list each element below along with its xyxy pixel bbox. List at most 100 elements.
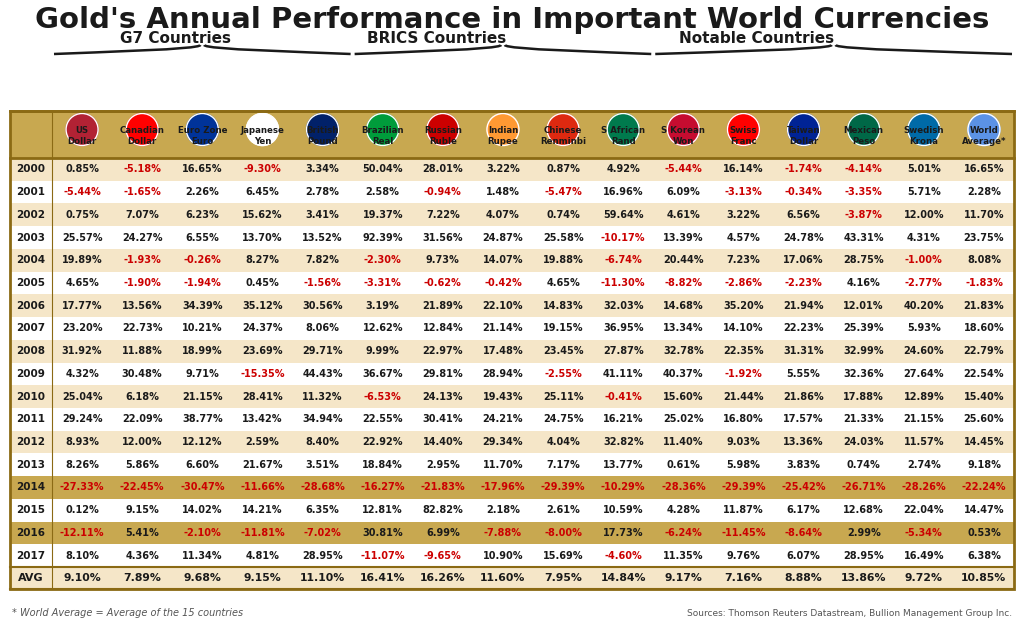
Text: 16.96%: 16.96% [603, 187, 643, 197]
Text: 14.84%: 14.84% [600, 573, 646, 583]
Text: 25.60%: 25.60% [964, 415, 1005, 424]
Text: 22.97%: 22.97% [423, 346, 463, 356]
Text: 2015: 2015 [16, 505, 45, 515]
Text: 4.65%: 4.65% [546, 278, 580, 288]
Text: 17.77%: 17.77% [61, 301, 102, 310]
Text: -28.26%: -28.26% [901, 483, 946, 492]
Text: -11.81%: -11.81% [240, 528, 285, 538]
Text: Russian
Ruble: Russian Ruble [424, 126, 462, 146]
Circle shape [787, 114, 819, 146]
Text: 14.07%: 14.07% [482, 256, 523, 265]
Text: 2010: 2010 [16, 392, 45, 401]
Text: 15.40%: 15.40% [964, 392, 1005, 401]
Text: 2.28%: 2.28% [967, 187, 1000, 197]
Text: -2.30%: -2.30% [364, 256, 401, 265]
Text: 2.99%: 2.99% [847, 528, 881, 538]
Text: 22.79%: 22.79% [964, 346, 1005, 356]
Text: 2006: 2006 [16, 301, 45, 310]
Text: 0.45%: 0.45% [246, 278, 280, 288]
Text: 13.52%: 13.52% [302, 233, 343, 242]
Bar [10, 408, 1014, 431]
Text: 22.35%: 22.35% [723, 346, 764, 356]
Text: -11.30%: -11.30% [601, 278, 645, 288]
Text: -1.92%: -1.92% [725, 369, 762, 379]
Text: -5.47%: -5.47% [544, 187, 582, 197]
Text: G7 Countries: G7 Countries [120, 31, 230, 46]
Text: BRICS Countries: BRICS Countries [368, 31, 507, 46]
Text: 0.85%: 0.85% [66, 164, 99, 174]
Text: 28.01%: 28.01% [423, 164, 463, 174]
Text: Brazilian
Real: Brazilian Real [361, 126, 403, 146]
Circle shape [968, 114, 1000, 146]
Text: 21.14%: 21.14% [482, 324, 523, 333]
Text: 7.22%: 7.22% [426, 209, 460, 220]
Text: -3.13%: -3.13% [725, 187, 762, 197]
Text: 29.24%: 29.24% [61, 415, 102, 424]
Text: 13.39%: 13.39% [664, 233, 703, 242]
Text: 2012: 2012 [16, 437, 45, 447]
Text: 8.10%: 8.10% [66, 551, 99, 560]
Text: 9.72%: 9.72% [905, 573, 943, 583]
Text: 0.75%: 0.75% [66, 209, 99, 220]
Text: 11.57%: 11.57% [903, 437, 944, 447]
Text: 6.99%: 6.99% [426, 528, 460, 538]
Bar [10, 271, 1014, 294]
Text: 24.27%: 24.27% [122, 233, 163, 242]
Text: 4.04%: 4.04% [546, 437, 580, 447]
Text: 9.71%: 9.71% [185, 369, 219, 379]
Text: -11.45%: -11.45% [721, 528, 766, 538]
Text: -11.07%: -11.07% [360, 551, 404, 560]
Text: 8.93%: 8.93% [66, 437, 99, 447]
Text: 6.18%: 6.18% [125, 392, 159, 401]
Text: 27.87%: 27.87% [603, 346, 643, 356]
Text: 2014: 2014 [16, 483, 45, 492]
Text: -22.24%: -22.24% [962, 483, 1007, 492]
Text: 28.41%: 28.41% [242, 392, 283, 401]
Text: 13.42%: 13.42% [243, 415, 283, 424]
Text: -2.77%: -2.77% [905, 278, 943, 288]
Text: 24.13%: 24.13% [423, 392, 463, 401]
Text: 10.59%: 10.59% [603, 505, 643, 515]
Text: -9.30%: -9.30% [244, 164, 282, 174]
Text: British
Pound: British Pound [306, 126, 339, 146]
Text: 2.95%: 2.95% [426, 460, 460, 469]
Text: 11.70%: 11.70% [964, 209, 1005, 220]
Text: -6.24%: -6.24% [665, 528, 702, 538]
Text: 41.11%: 41.11% [603, 369, 643, 379]
Text: 23.75%: 23.75% [964, 233, 1005, 242]
Text: 6.35%: 6.35% [306, 505, 339, 515]
Text: 21.15%: 21.15% [903, 415, 944, 424]
Text: 0.53%: 0.53% [967, 528, 1000, 538]
Text: 17.06%: 17.06% [783, 256, 824, 265]
Text: 12.84%: 12.84% [423, 324, 463, 333]
Text: 2.59%: 2.59% [246, 437, 280, 447]
Text: 23.20%: 23.20% [61, 324, 102, 333]
Bar [10, 545, 1014, 567]
Text: 9.68%: 9.68% [183, 573, 221, 583]
Text: 28.95%: 28.95% [302, 551, 343, 560]
Text: 10.85%: 10.85% [962, 573, 1007, 583]
Text: 16.26%: 16.26% [420, 573, 466, 583]
Text: -29.39%: -29.39% [541, 483, 586, 492]
Text: -1.83%: -1.83% [965, 278, 1002, 288]
Bar [10, 158, 1014, 180]
Text: 4.31%: 4.31% [907, 233, 941, 242]
Text: 30.81%: 30.81% [362, 528, 403, 538]
Text: 3.41%: 3.41% [306, 209, 339, 220]
Text: -3.87%: -3.87% [845, 209, 883, 220]
Text: 2.74%: 2.74% [907, 460, 941, 469]
Text: 3.22%: 3.22% [727, 209, 760, 220]
Text: 29.81%: 29.81% [423, 369, 463, 379]
Text: 6.38%: 6.38% [967, 551, 1000, 560]
Text: -3.31%: -3.31% [364, 278, 401, 288]
Circle shape [126, 114, 158, 146]
Text: 31.31%: 31.31% [783, 346, 824, 356]
Text: 18.60%: 18.60% [964, 324, 1005, 333]
Bar [10, 476, 1014, 499]
Text: 21.15%: 21.15% [182, 392, 222, 401]
Text: 8.08%: 8.08% [967, 256, 1000, 265]
Text: 14.40%: 14.40% [423, 437, 463, 447]
Text: 2002: 2002 [16, 209, 45, 220]
Text: -8.64%: -8.64% [784, 528, 822, 538]
Text: 22.09%: 22.09% [122, 415, 163, 424]
